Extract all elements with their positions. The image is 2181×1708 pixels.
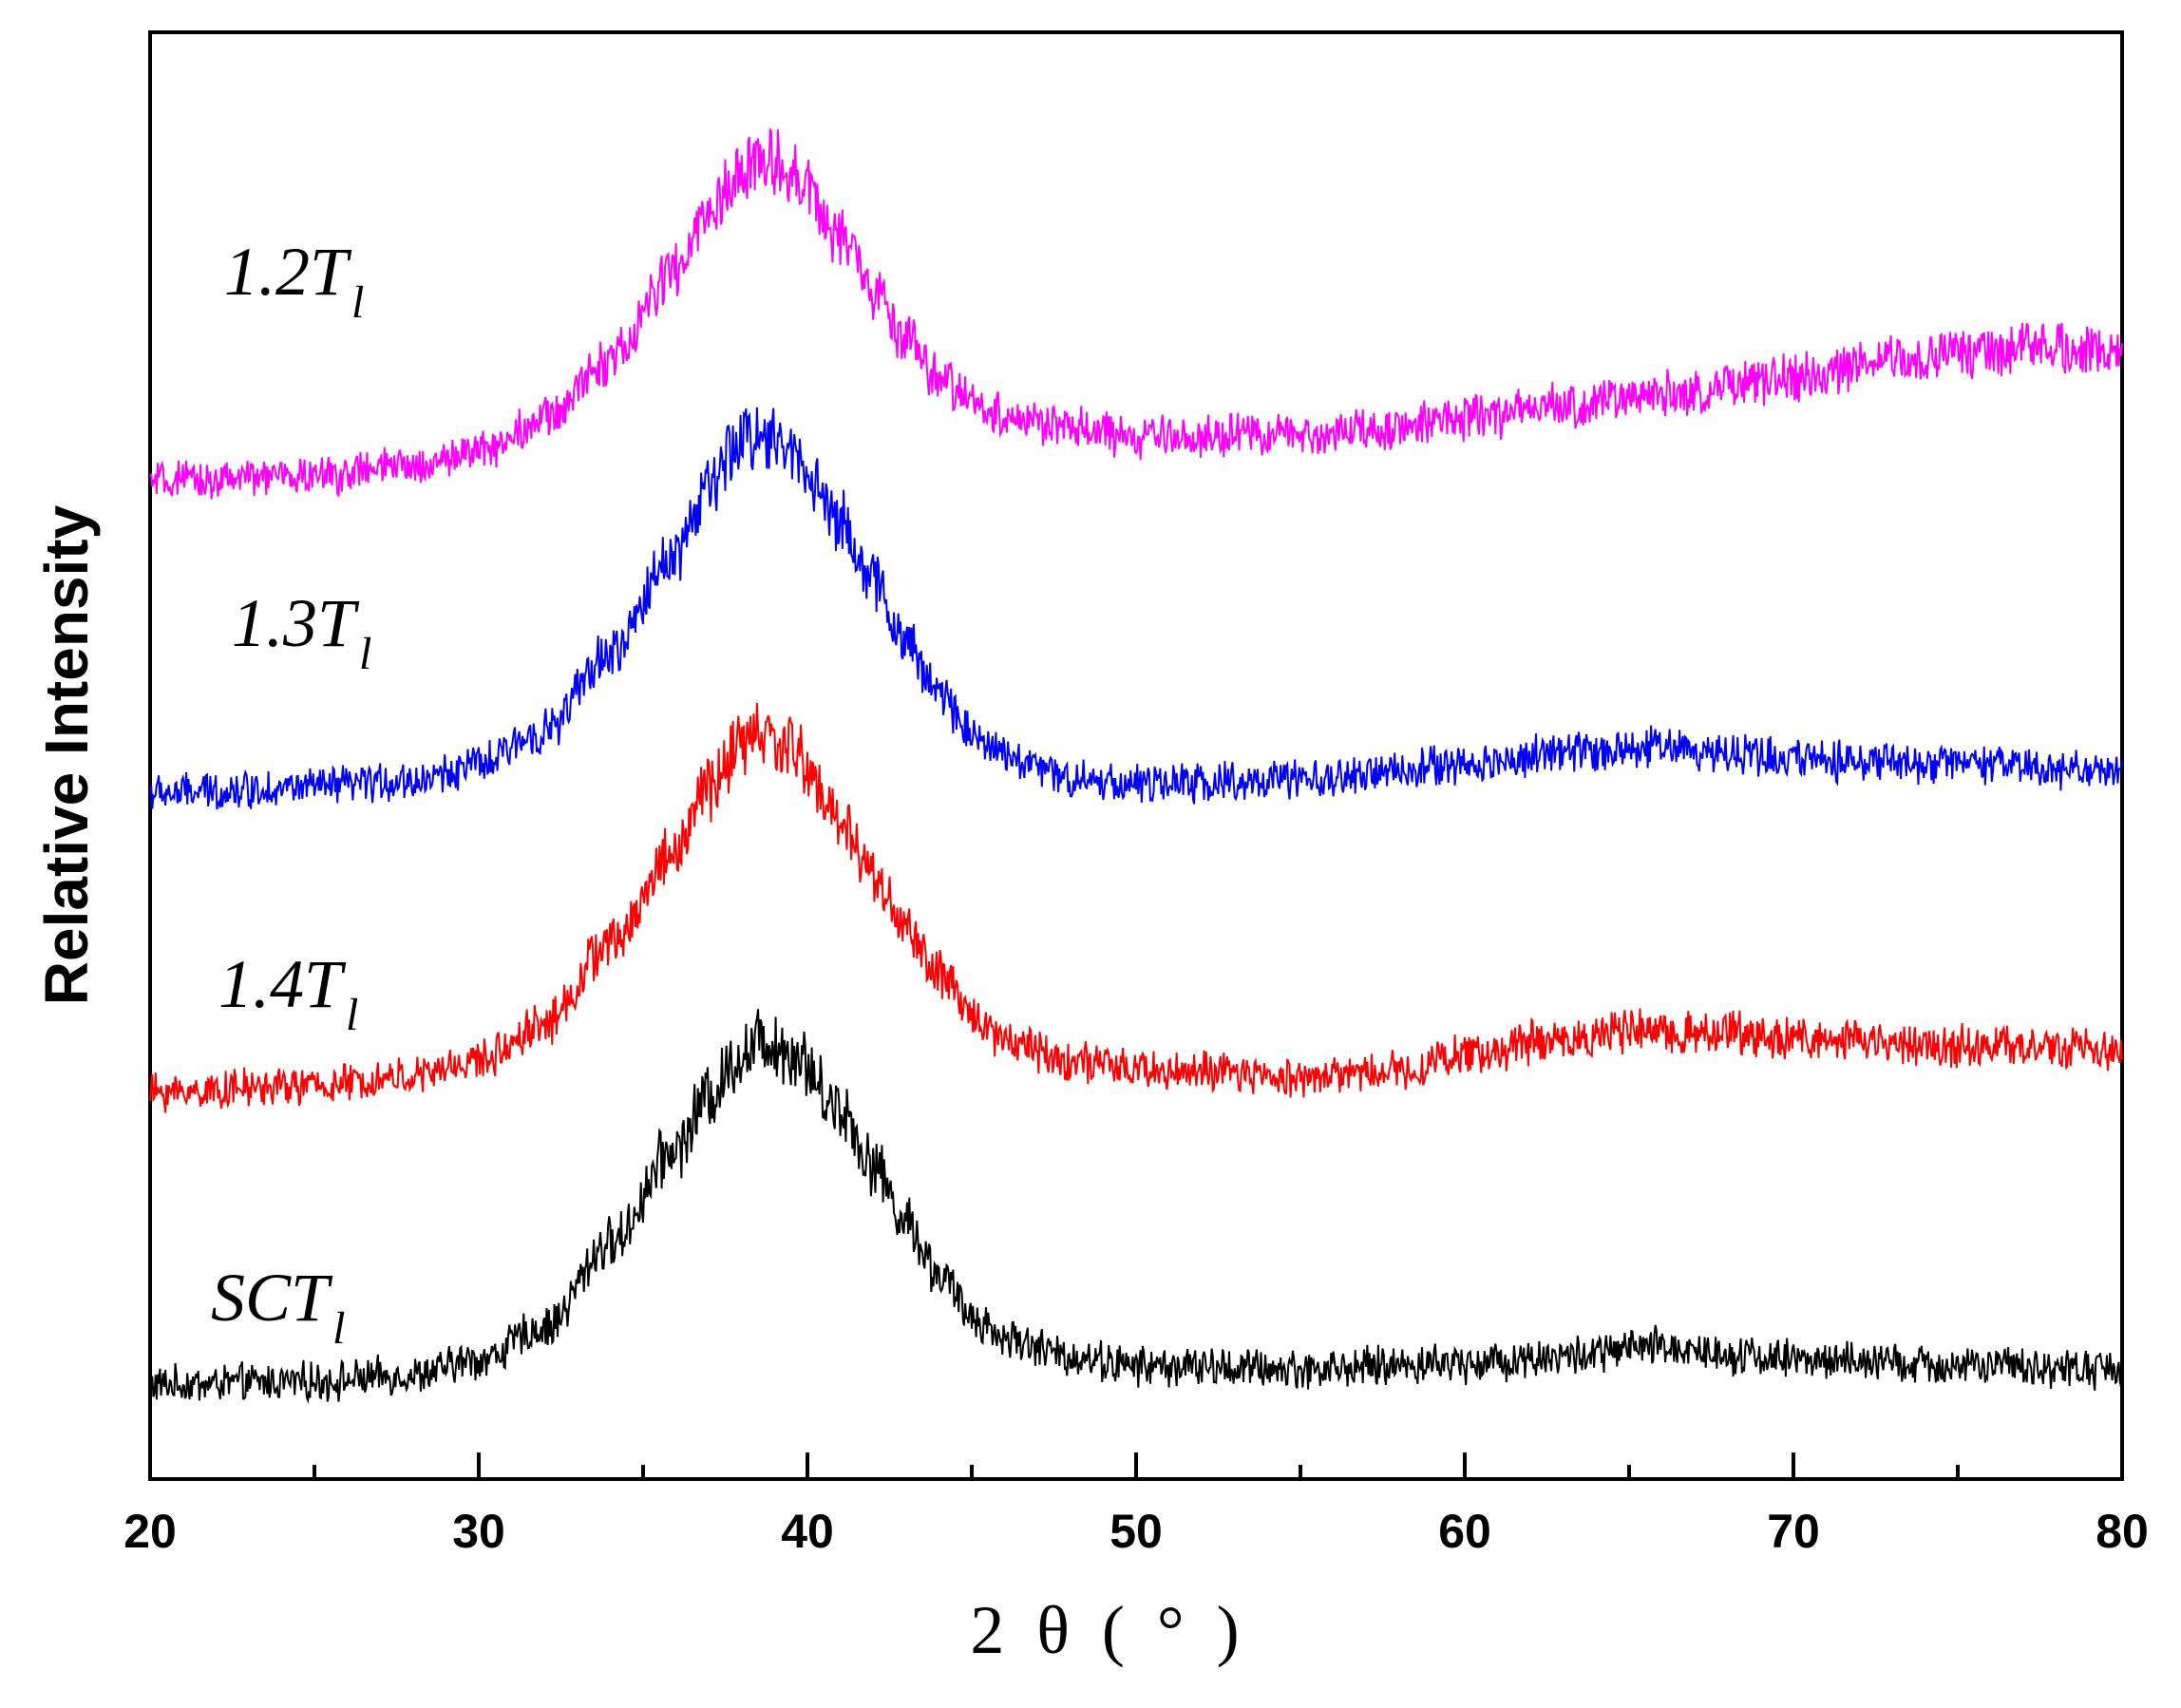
x-tick-label: 20 — [123, 1505, 177, 1558]
series-label-subscript: l — [332, 1303, 345, 1354]
x-tick-label: 60 — [1438, 1505, 1491, 1558]
series-label-subscript: l — [346, 990, 358, 1040]
x-axis-title: 2θ(°) — [970, 1592, 1271, 1668]
x-tick-label: 70 — [1767, 1505, 1820, 1558]
series-label-main: 1.3T — [232, 585, 360, 661]
series-label: 1.3Tl — [232, 585, 371, 679]
series-label-main: SCT — [211, 1260, 333, 1336]
series-line-1-3t — [149, 407, 2123, 810]
x-axis-ticks: 20 30 40 50 60 70 80 — [123, 1452, 2149, 1558]
series-line-1-4t — [149, 702, 2123, 1113]
series-label: 1.4Tl — [218, 946, 358, 1040]
x-tick-label: 50 — [1109, 1505, 1163, 1558]
series-label: 1.2Tl — [224, 234, 364, 328]
x-tick-label: 80 — [2096, 1505, 2149, 1558]
series-label-main: 1.2T — [224, 234, 352, 310]
x-tick-label: 40 — [781, 1505, 834, 1558]
series-layer — [149, 128, 2123, 1404]
series-label-subscript: l — [359, 629, 371, 679]
series-line-sct — [149, 1009, 2123, 1404]
plot-frame — [148, 30, 2124, 1481]
x-tick-label: 30 — [452, 1505, 505, 1558]
y-axis-title: Relative Intensity — [32, 504, 101, 1005]
series-label: SCTl — [211, 1260, 345, 1354]
series-label-main: 1.4T — [218, 946, 347, 1022]
series-line-1-2t — [149, 128, 2123, 500]
series-label-subscript: l — [351, 277, 364, 328]
